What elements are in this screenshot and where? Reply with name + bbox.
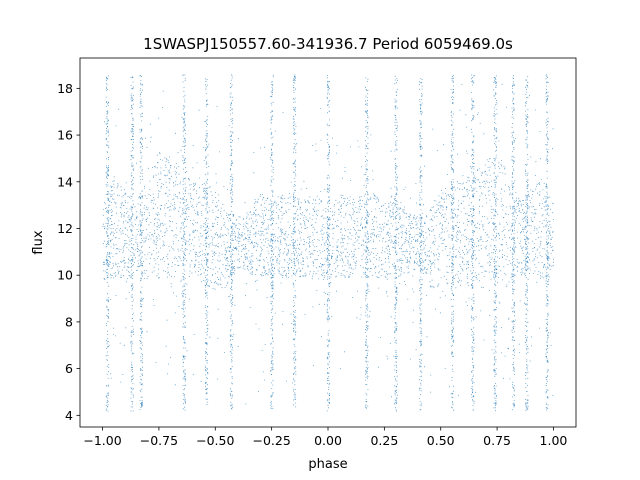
x-tick-label: 0.25	[370, 433, 398, 448]
y-tick-label: 6	[65, 361, 73, 376]
y-tick-label: 10	[57, 268, 73, 283]
y-tick-label: 14	[57, 174, 73, 189]
x-tick-label: −0.25	[252, 433, 290, 448]
x-axis-label: phase	[308, 457, 347, 472]
x-tick-label: 1.00	[540, 433, 568, 448]
data-points	[102, 74, 554, 412]
x-tick-label: −1.00	[83, 433, 121, 448]
scatter-points	[102, 74, 554, 412]
x-axis: −1.00 −0.75 −0.50 −0.25 0.00 0.25 0.50 0.75 1.00	[83, 427, 567, 448]
y-axis-label: flux	[31, 230, 46, 254]
y-tick-label: 8	[65, 314, 73, 329]
x-tick-label: 0.50	[427, 433, 455, 448]
y-axis: 4 6 8 10 12 14 16 18	[57, 81, 80, 423]
x-tick-label: −0.75	[140, 433, 178, 448]
x-tick-label: 0.75	[483, 433, 511, 448]
y-tick-label: 16	[57, 128, 73, 143]
y-tick-label: 12	[57, 221, 73, 236]
chart-title: 1SWASPJ150557.60-341936.7 Period 6059469…	[143, 35, 513, 53]
y-tick-label: 18	[57, 81, 73, 96]
x-tick-label: 0.00	[314, 433, 342, 448]
y-tick-label: 4	[65, 408, 73, 423]
x-tick-label: −0.50	[196, 433, 234, 448]
